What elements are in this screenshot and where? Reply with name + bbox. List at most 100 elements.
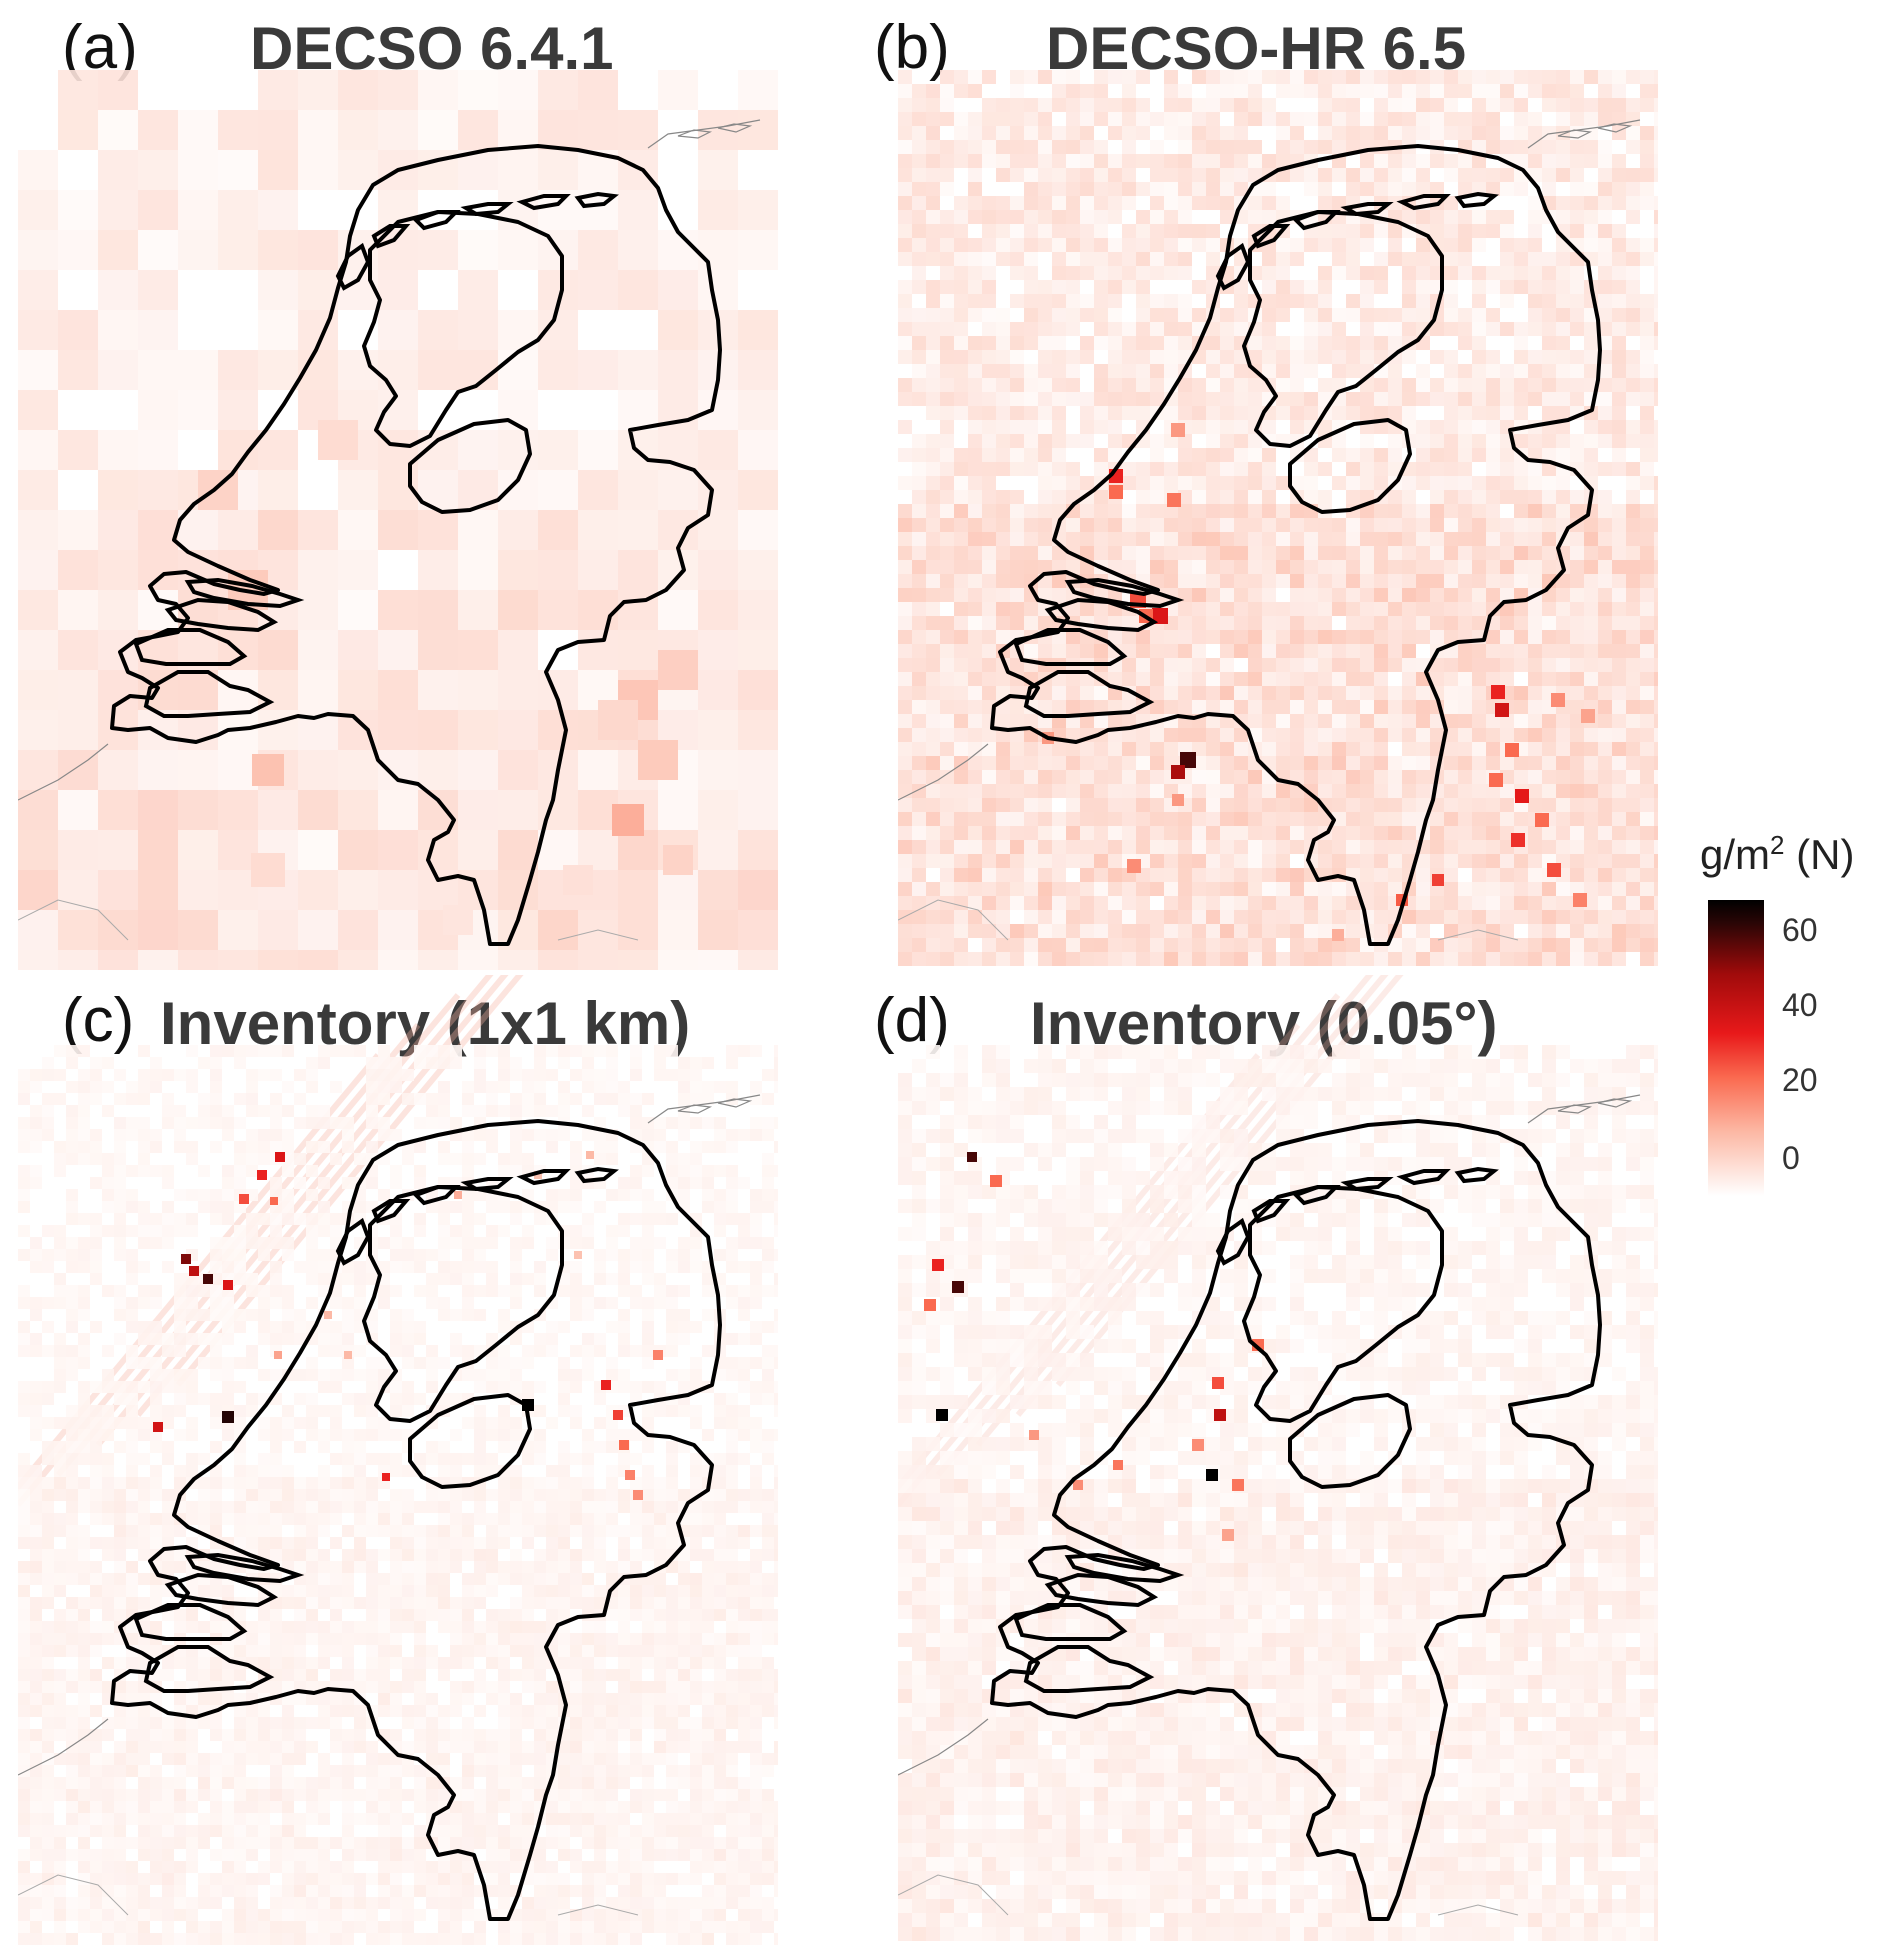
heat-cell bbox=[1220, 574, 1234, 588]
heat-cell bbox=[1318, 700, 1332, 714]
heat-cell bbox=[1500, 812, 1514, 826]
heat-cell bbox=[1486, 882, 1500, 896]
heat-cell bbox=[1248, 658, 1262, 672]
heat-cell bbox=[940, 308, 954, 322]
heat-cell bbox=[1220, 196, 1234, 210]
heat-cell bbox=[1472, 700, 1486, 714]
heat-cell bbox=[1052, 126, 1066, 140]
heat-cell bbox=[1164, 840, 1178, 854]
heat-cell bbox=[1444, 280, 1458, 294]
heat-cell bbox=[1430, 98, 1444, 112]
heat-cell bbox=[1262, 210, 1276, 224]
heat-cell bbox=[1360, 602, 1374, 616]
heat-cell bbox=[1234, 420, 1248, 434]
heat-cell bbox=[1052, 84, 1066, 98]
heat-cell bbox=[898, 322, 912, 336]
heat-cell bbox=[1612, 84, 1626, 98]
heat-cell bbox=[996, 840, 1010, 854]
heat-cell bbox=[1654, 196, 1658, 210]
heat-cell bbox=[1416, 210, 1430, 224]
hotspot bbox=[1489, 773, 1503, 787]
heat-cell bbox=[1010, 364, 1024, 378]
heat-cell bbox=[1374, 826, 1388, 840]
heat-cell bbox=[666, 1261, 678, 1273]
heat-cell bbox=[1402, 378, 1416, 392]
heat-cell bbox=[618, 1189, 630, 1201]
heat-cell bbox=[926, 224, 940, 238]
heat-cell bbox=[18, 1333, 30, 1345]
heat-cell bbox=[1332, 756, 1346, 770]
heat-cell bbox=[1528, 210, 1542, 224]
heat-cell bbox=[1024, 840, 1038, 854]
heat-cell bbox=[1542, 840, 1556, 854]
heat-cell bbox=[912, 504, 926, 518]
heat-cell bbox=[582, 1345, 594, 1357]
heat-cell bbox=[1332, 98, 1346, 112]
heat-cell bbox=[1094, 294, 1108, 308]
heat-cell bbox=[1472, 854, 1486, 868]
heat-cell bbox=[1318, 924, 1332, 938]
heat-cell bbox=[1640, 448, 1654, 462]
heat-cell bbox=[1248, 462, 1262, 476]
heat-cell bbox=[968, 364, 982, 378]
heat-cell bbox=[234, 1165, 246, 1177]
heat-cell bbox=[1318, 126, 1332, 140]
heat-cell bbox=[1094, 252, 1108, 266]
heat-cell bbox=[366, 1105, 378, 1117]
heat-cell bbox=[1500, 672, 1514, 686]
heat-cell bbox=[698, 430, 738, 470]
heat-cell bbox=[414, 1177, 426, 1189]
heat-cell bbox=[1108, 420, 1122, 434]
heat-cell bbox=[750, 1225, 762, 1237]
heat-cell bbox=[1164, 560, 1178, 574]
heat-cell bbox=[458, 830, 498, 870]
heat-cell bbox=[578, 430, 618, 470]
heat-cell bbox=[546, 1129, 558, 1141]
heat-cell bbox=[1136, 728, 1150, 742]
heat-cell bbox=[66, 1417, 78, 1429]
heat-cell bbox=[538, 550, 578, 590]
heat-cell bbox=[762, 1165, 774, 1177]
heat-cell bbox=[940, 868, 954, 882]
heat-cell bbox=[1304, 490, 1318, 504]
heat-cell bbox=[1234, 686, 1248, 700]
heat-cell bbox=[1500, 224, 1514, 238]
heat-cell bbox=[234, 1273, 246, 1285]
heat-cell bbox=[1472, 168, 1486, 182]
heat-cell bbox=[246, 1393, 258, 1405]
heat-cell bbox=[1640, 700, 1654, 714]
heat-cell bbox=[258, 950, 298, 970]
heat-cell bbox=[58, 950, 98, 970]
heat-cell bbox=[1444, 616, 1458, 630]
heat-cell bbox=[390, 1069, 402, 1081]
heat-cell bbox=[354, 1393, 366, 1405]
heat-cell bbox=[1612, 798, 1626, 812]
heat-cell bbox=[1584, 742, 1598, 756]
heat-cell bbox=[1094, 238, 1108, 252]
heat-cell bbox=[666, 1405, 678, 1417]
heat-cell bbox=[1136, 756, 1150, 770]
heat-cell bbox=[282, 1297, 294, 1309]
heat-cell bbox=[1122, 658, 1136, 672]
heat-cell bbox=[1584, 588, 1598, 602]
heat-cell bbox=[1472, 784, 1486, 798]
heat-cell bbox=[1024, 294, 1038, 308]
heat-cell bbox=[982, 490, 996, 504]
heat-cell bbox=[330, 1153, 342, 1165]
heat-cell bbox=[102, 1417, 114, 1429]
heat-cell bbox=[996, 588, 1010, 602]
heat-cell bbox=[1472, 154, 1486, 168]
heat-cell bbox=[534, 1273, 546, 1285]
heat-cell bbox=[1122, 182, 1136, 196]
heat-cell bbox=[258, 1153, 270, 1165]
heat-cell bbox=[186, 1213, 198, 1225]
heat-cell bbox=[1528, 280, 1542, 294]
heat-cell bbox=[1290, 826, 1304, 840]
heat-cell bbox=[714, 1141, 726, 1153]
heat-cell bbox=[1038, 196, 1052, 210]
heat-cell bbox=[1024, 182, 1038, 196]
heat-cell bbox=[630, 1249, 642, 1261]
heat-cell bbox=[1010, 112, 1024, 126]
heat-cell bbox=[898, 560, 912, 574]
heat-cell bbox=[414, 1285, 426, 1297]
